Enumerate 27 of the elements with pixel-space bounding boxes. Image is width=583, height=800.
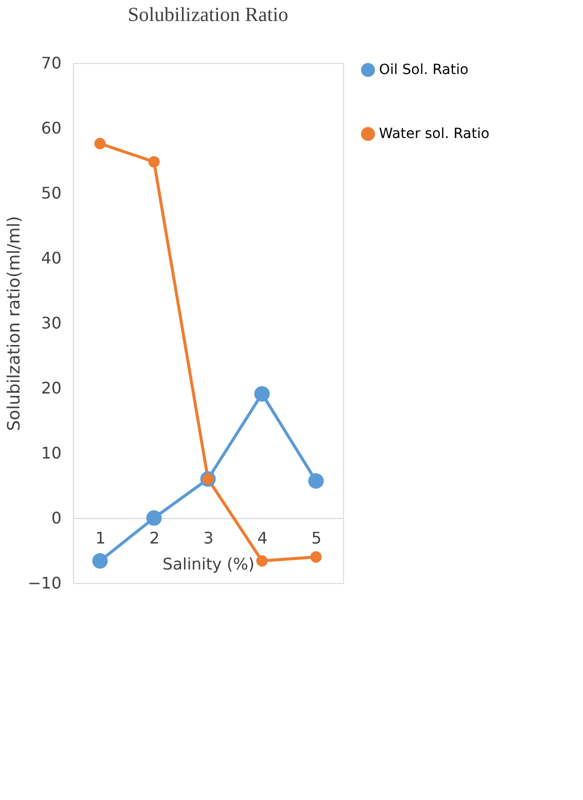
- y-tick-label: 10: [41, 444, 62, 462]
- y-tick-label: 40: [41, 248, 62, 268]
- x-tick-label: 2: [149, 528, 160, 548]
- y-axis-title: Solubilzation ratio(ml/ml): [4, 216, 25, 431]
- legend-label: Water sol. Ratio: [379, 126, 490, 142]
- point: [148, 156, 160, 168]
- point: [310, 551, 322, 563]
- x-axis-title: Salinity (%): [162, 554, 254, 574]
- legend-label: Oil Sol. Ratio: [379, 62, 468, 78]
- x-tick-label: 4: [257, 528, 268, 548]
- point: [254, 386, 270, 402]
- y-tick-label: −10: [28, 574, 62, 592]
- y-tick-label: 30: [41, 314, 62, 332]
- y-tick-label: 0: [51, 508, 62, 528]
- point: [94, 138, 106, 150]
- chart-title: Solubilization Ratio: [128, 4, 288, 26]
- point: [256, 555, 268, 567]
- point: [146, 510, 162, 526]
- y-tick-label: 60: [41, 118, 62, 138]
- y-tick-label: 20: [41, 378, 62, 398]
- y-tick-label: 70: [41, 54, 62, 72]
- x-tick-label: 3: [203, 528, 214, 548]
- x-tick-label: 1: [95, 528, 106, 548]
- y-tick-label: 50: [41, 184, 62, 202]
- x-tick-label: 5: [311, 528, 322, 548]
- point: [92, 553, 108, 569]
- point: [308, 473, 324, 489]
